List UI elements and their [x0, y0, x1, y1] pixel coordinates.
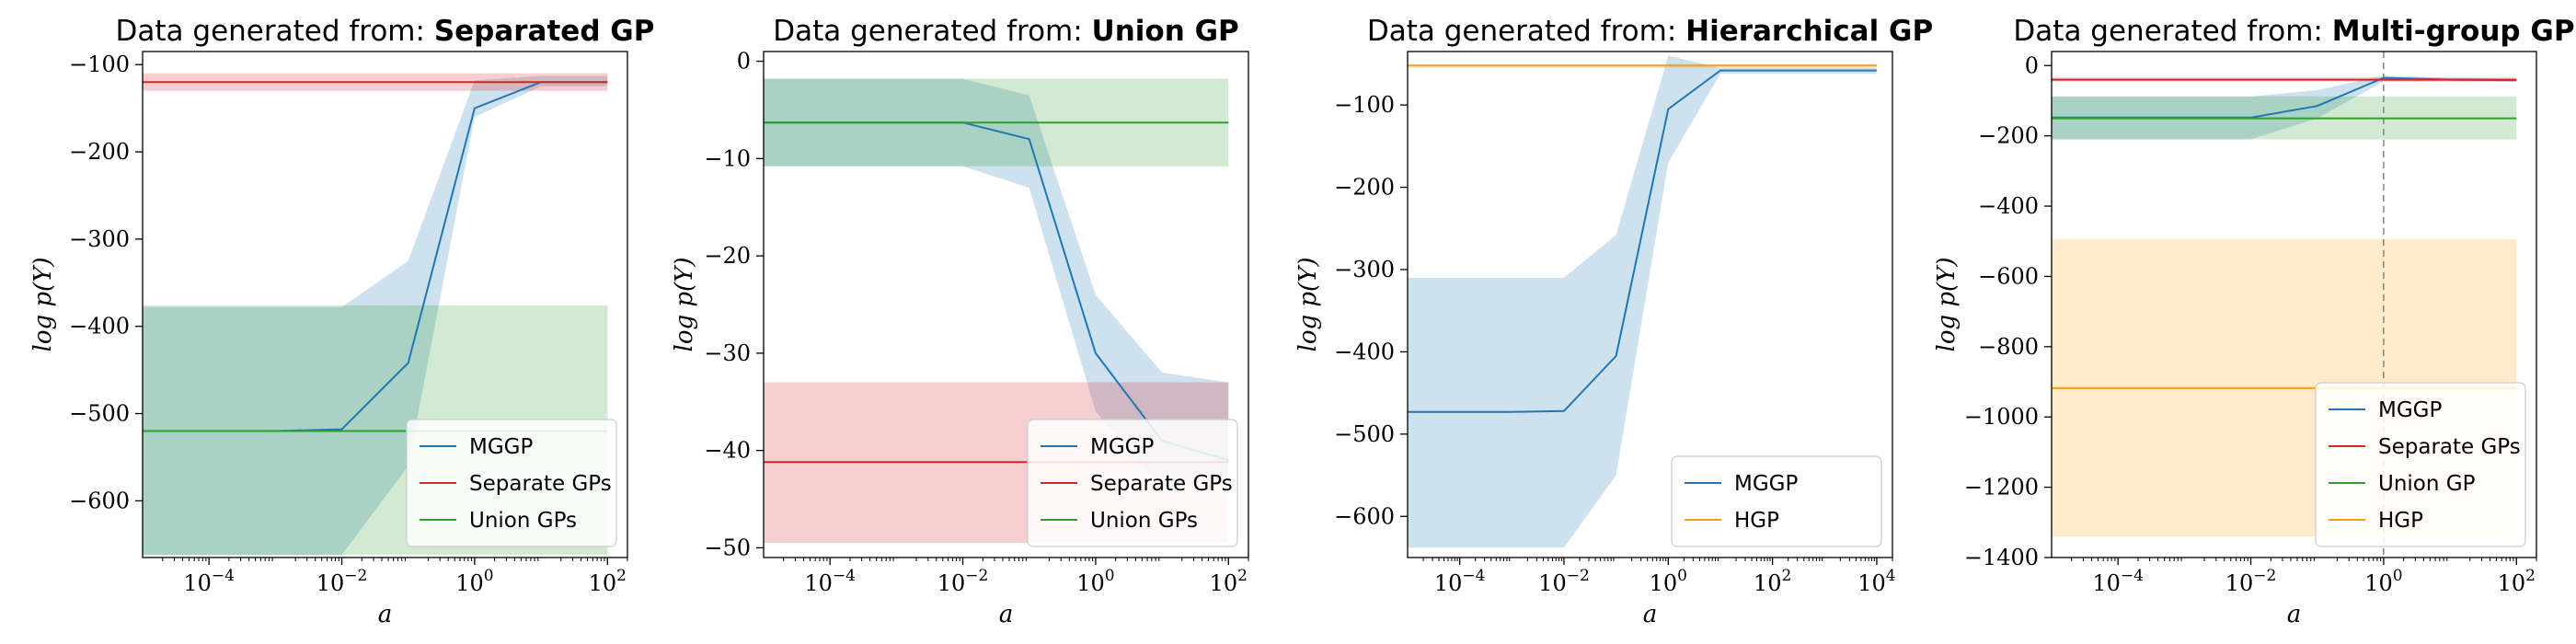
- chart-title: Data generated from: Hierarchical GP: [1367, 15, 1933, 48]
- y-tick-label: −400: [1978, 193, 2039, 219]
- x-tick-label: 102: [2498, 567, 2536, 596]
- y-tick-label: −400: [69, 314, 130, 339]
- x-tick-label: 10−2: [937, 567, 989, 596]
- y-axis-label: log p(Y): [1294, 258, 1322, 352]
- legend-label-mggp: MGGP: [1090, 435, 1154, 459]
- legend-label-union-gps: Union GPs: [1090, 509, 1198, 533]
- legend: MGGP Separate GPs Union GPs: [406, 419, 617, 547]
- x-tick-label: 100: [455, 567, 493, 596]
- x-tick-label: 102: [1210, 567, 1248, 596]
- y-tick-label: −600: [1978, 263, 2039, 289]
- x-axis-label: a: [2287, 601, 2302, 628]
- legend-label-separate-gps: Separate GPs: [469, 472, 612, 496]
- band-mggp: [143, 75, 608, 556]
- y-tick-label: −500: [1334, 421, 1395, 447]
- y-tick-label: −30: [704, 340, 751, 366]
- y-tick-label: −100: [1334, 92, 1395, 118]
- legend-label-separate-gps: Separate GPs: [2378, 435, 2521, 459]
- legend-label-mggp: MGGP: [2378, 398, 2442, 422]
- axes-frame: [142, 51, 628, 558]
- x-tick-label: 10−4: [2092, 567, 2144, 596]
- x-tick-label: 102: [1754, 567, 1791, 596]
- x-axis-label: a: [1643, 601, 1658, 628]
- y-tick-label: −100: [69, 52, 130, 77]
- x-tick-label: 10−4: [1434, 567, 1486, 596]
- chart-title: Data generated from: Separated GP: [116, 15, 655, 48]
- x-axis-label: a: [378, 601, 393, 628]
- y-tick-label: −500: [69, 401, 130, 427]
- x-tick-label: 100: [1650, 567, 1687, 596]
- y-tick-label: −1200: [1964, 475, 2039, 500]
- legend: MGGP Separate GPs Union GPs: [1027, 419, 1238, 547]
- x-axis-label: a: [999, 601, 1014, 628]
- y-tick-label: 0: [2025, 52, 2039, 78]
- y-axis-label: log p(Y): [671, 258, 698, 352]
- legend: MGGP HGP: [1671, 455, 1882, 547]
- x-tick-label: 10−2: [1538, 567, 1590, 596]
- y-tick-label: −20: [704, 243, 751, 269]
- axes-frame: [2051, 51, 2537, 558]
- y-tick-label: −1400: [1964, 545, 2039, 570]
- chart-title: Data generated from: Multi-group GP: [2013, 15, 2574, 48]
- chart-panel-1: 10−4 10−2 100 102 −600 −500 −400 −300 −200 −100 Da…: [29, 15, 654, 628]
- x-tick-label: 10−2: [316, 567, 368, 596]
- y-tick-label: −400: [1334, 339, 1395, 364]
- series-line-mggp: [1408, 69, 1877, 413]
- y-tick-label: −200: [1334, 175, 1395, 201]
- y-tick-label: 0: [737, 49, 751, 75]
- x-tick-label: 100: [2364, 567, 2402, 596]
- y-tick-label: −10: [704, 145, 751, 171]
- x-tick-label: 104: [1857, 567, 1895, 596]
- legend-label-mggp: MGGP: [1734, 472, 1798, 496]
- legend-box: [1027, 419, 1238, 547]
- chart-panel-4: 10−4 10−2 100 102 −1400 −1200 −1000 −800 −600 −40…: [1933, 15, 2575, 628]
- chart-panel-3: 10−4 10−2 100 102 104 −600 −500 −400 −300 −200 −10…: [1294, 15, 1933, 628]
- legend-label-hgp: HGP: [2378, 509, 2423, 533]
- x-tick-label: 10−4: [804, 567, 856, 596]
- legend-label-union-gp: Union GP: [2378, 472, 2476, 496]
- y-axis-label: log p(Y): [29, 258, 57, 352]
- x-tick-label: 100: [1076, 567, 1114, 596]
- legend-label-hgp: HGP: [1734, 509, 1779, 533]
- y-tick-label: −50: [704, 535, 751, 560]
- legend-label-mggp: MGGP: [469, 435, 533, 459]
- band-mggp: [1408, 55, 1877, 548]
- y-tick-label: −600: [1334, 503, 1395, 529]
- band-mggp: [2052, 75, 2517, 140]
- legend-label-union-gps: Union GPs: [469, 509, 577, 533]
- plot-area: [1408, 55, 1877, 548]
- y-tick-label: −800: [1978, 334, 2039, 360]
- y-axis-label: log p(Y): [1933, 258, 1961, 352]
- chart-title: Data generated from: Union GP: [773, 15, 1239, 48]
- y-tick-label: −1000: [1964, 404, 2039, 430]
- legend-label-separate-gps: Separate GPs: [1090, 472, 1233, 496]
- y-tick-label: −300: [1334, 257, 1395, 282]
- legend-box: [2315, 382, 2526, 547]
- band-mggp: [764, 78, 1229, 489]
- x-tick-label: 102: [589, 567, 627, 596]
- legend: MGGP Separate GPs Union GP HGP: [2315, 382, 2526, 547]
- axes-frame: [763, 51, 1249, 558]
- y-tick-label: −200: [69, 139, 130, 165]
- x-tick-label: 10−2: [2225, 567, 2277, 596]
- axes-frame: [1407, 51, 1893, 558]
- y-tick-label: −300: [69, 226, 130, 252]
- y-tick-label: −200: [1978, 123, 2039, 149]
- chart-panel-2: 10−4 10−2 100 102 −50 −40 −30 −20 −10 0 Data gener…: [671, 15, 1249, 628]
- legend-box: [406, 419, 617, 547]
- y-tick-label: −40: [704, 438, 751, 464]
- x-tick-label: 10−4: [183, 567, 235, 596]
- y-tick-label: −600: [69, 488, 130, 513]
- legend-box: [1671, 455, 1882, 547]
